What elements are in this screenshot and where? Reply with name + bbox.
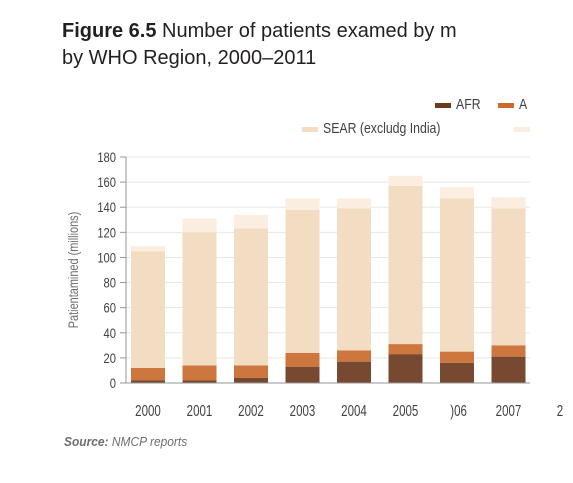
bar-segment	[388, 354, 423, 383]
bar-segment	[182, 232, 217, 366]
bar-segment	[491, 356, 526, 383]
bar-stack	[388, 175, 423, 383]
bar-segment	[182, 218, 217, 233]
bar-segment	[337, 208, 371, 351]
bar-segment	[182, 380, 217, 383]
legend-label: A	[519, 96, 528, 112]
bar-stack	[182, 218, 217, 383]
legend-swatch	[435, 103, 451, 108]
bar-segment	[337, 350, 371, 362]
bar-stack	[337, 198, 371, 383]
x-tick-label: 2007	[496, 401, 522, 419]
bar-segment	[234, 377, 268, 383]
figure-title-line1: Number of patients examed by m	[162, 20, 457, 42]
bar-segment	[440, 351, 474, 363]
bar-stack	[491, 197, 526, 383]
y-tick-label: 20	[104, 351, 116, 366]
source-text: NMCP reports	[111, 434, 188, 449]
x-tick-label: )06	[447, 401, 467, 419]
bar-segment	[285, 352, 320, 367]
source-note: Source: NMCP reports	[64, 434, 187, 449]
bar-segment	[388, 185, 423, 345]
bar-segment	[234, 228, 268, 366]
y-tick-label: 180	[97, 150, 116, 165]
bar-segment	[131, 367, 165, 381]
bar-segment	[440, 362, 474, 383]
bar-segment	[491, 197, 526, 209]
y-axis-title: Patientamined (millions)	[66, 212, 82, 328]
figure-number: Figure 6.5	[62, 20, 157, 42]
bar-segment	[491, 345, 526, 357]
y-tick-label: 100	[97, 250, 116, 265]
x-tick-label: 2	[557, 401, 564, 419]
figure-title-line2: by WHO Region, 2000–2011	[62, 47, 317, 69]
bar-stack	[131, 246, 165, 383]
x-tick-label: 2005	[393, 401, 419, 419]
bar-segment	[182, 365, 217, 381]
x-tick-label: 2002	[238, 401, 264, 419]
x-tick-label: 2001	[187, 401, 213, 419]
bar-segment	[131, 380, 165, 383]
y-tick-label: 120	[97, 225, 116, 240]
y-tick-label: 0	[110, 376, 116, 391]
x-tick-label: 2000	[135, 401, 161, 419]
bar-segment	[285, 209, 320, 353]
y-tick-label: 60	[104, 301, 116, 316]
y-tick-label: 40	[104, 326, 116, 341]
y-tick-label: 140	[97, 200, 116, 215]
bar-stack	[440, 187, 474, 383]
bar-segment	[337, 361, 371, 383]
source-label: Source:	[64, 434, 109, 449]
legend: AFR A SEAR (excludg India)	[302, 96, 530, 136]
bar-stack	[234, 214, 268, 383]
bar-segment	[131, 251, 165, 368]
y-tick-label: 80	[104, 275, 116, 290]
bar-segment	[440, 198, 474, 352]
axes: 0 20 40 60 80 100 120 140 160 180 Patientamined (m…	[66, 150, 564, 420]
bar-segment	[491, 208, 526, 346]
y-tick-label: 160	[97, 175, 116, 190]
bar-segment	[285, 198, 320, 210]
figure-title: Figure 6.5 Number of patients examed by …	[62, 18, 532, 74]
legend-label: SEAR (excludg India)	[323, 120, 440, 136]
bar-segment	[388, 175, 423, 186]
x-tick-label: 2003	[290, 401, 316, 419]
bars	[131, 175, 526, 383]
bar-segment	[337, 198, 371, 209]
bar-segment	[234, 365, 268, 378]
legend-swatch	[302, 127, 318, 132]
legend-label: AFR	[456, 96, 481, 112]
legend-swatch	[514, 127, 530, 132]
bar-segment	[388, 344, 423, 355]
legend-swatch	[498, 103, 514, 108]
x-tick-label: 2004	[341, 401, 367, 419]
bar-stack	[285, 198, 320, 383]
bar-segment	[440, 187, 474, 199]
bar-segment	[285, 366, 320, 383]
bar-segment	[131, 246, 165, 252]
bar-segment	[234, 214, 268, 229]
